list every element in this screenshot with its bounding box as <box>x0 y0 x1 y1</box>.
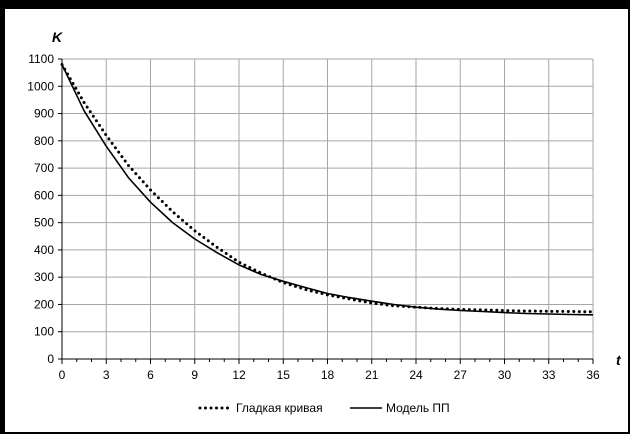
y-tick-label: 100 <box>34 325 54 339</box>
x-tick-label: 21 <box>365 368 379 382</box>
x-tick-label: 27 <box>454 368 468 382</box>
x-tick-label: 24 <box>409 368 423 382</box>
y-tick-label: 600 <box>34 188 54 202</box>
x-tick-label: 30 <box>498 368 512 382</box>
x-tick-label: 12 <box>232 368 246 382</box>
y-tick-label: 1000 <box>27 79 54 93</box>
x-tick-label: 3 <box>103 368 110 382</box>
y-tick-label: 700 <box>34 161 54 175</box>
x-tick-label: 6 <box>147 368 154 382</box>
legend-label-1: Гладкая кривая <box>236 401 323 415</box>
x-tick-label: 33 <box>542 368 556 382</box>
y-tick-label: 800 <box>34 134 54 148</box>
y-axis-title: K <box>52 29 63 45</box>
y-tick-label: 200 <box>34 297 54 311</box>
x-tick-label: 15 <box>277 368 291 382</box>
x-tick-label: 36 <box>586 368 600 382</box>
y-tick-label: 900 <box>34 107 54 121</box>
y-tick-label: 0 <box>47 352 54 366</box>
y-tick-label: 400 <box>34 243 54 257</box>
x-tick-label: 18 <box>321 368 335 382</box>
series-line-2 <box>61 64 594 316</box>
series-line-1 <box>60 63 595 314</box>
y-tick-label: 300 <box>34 270 54 284</box>
legend-label-2: Модель ПП <box>386 401 450 415</box>
x-axis-title: t <box>616 352 622 368</box>
x-tick-label: 9 <box>191 368 198 382</box>
x-tick-label: 0 <box>59 368 66 382</box>
y-tick-label: 1100 <box>28 52 54 66</box>
y-tick-label: 500 <box>34 216 54 230</box>
